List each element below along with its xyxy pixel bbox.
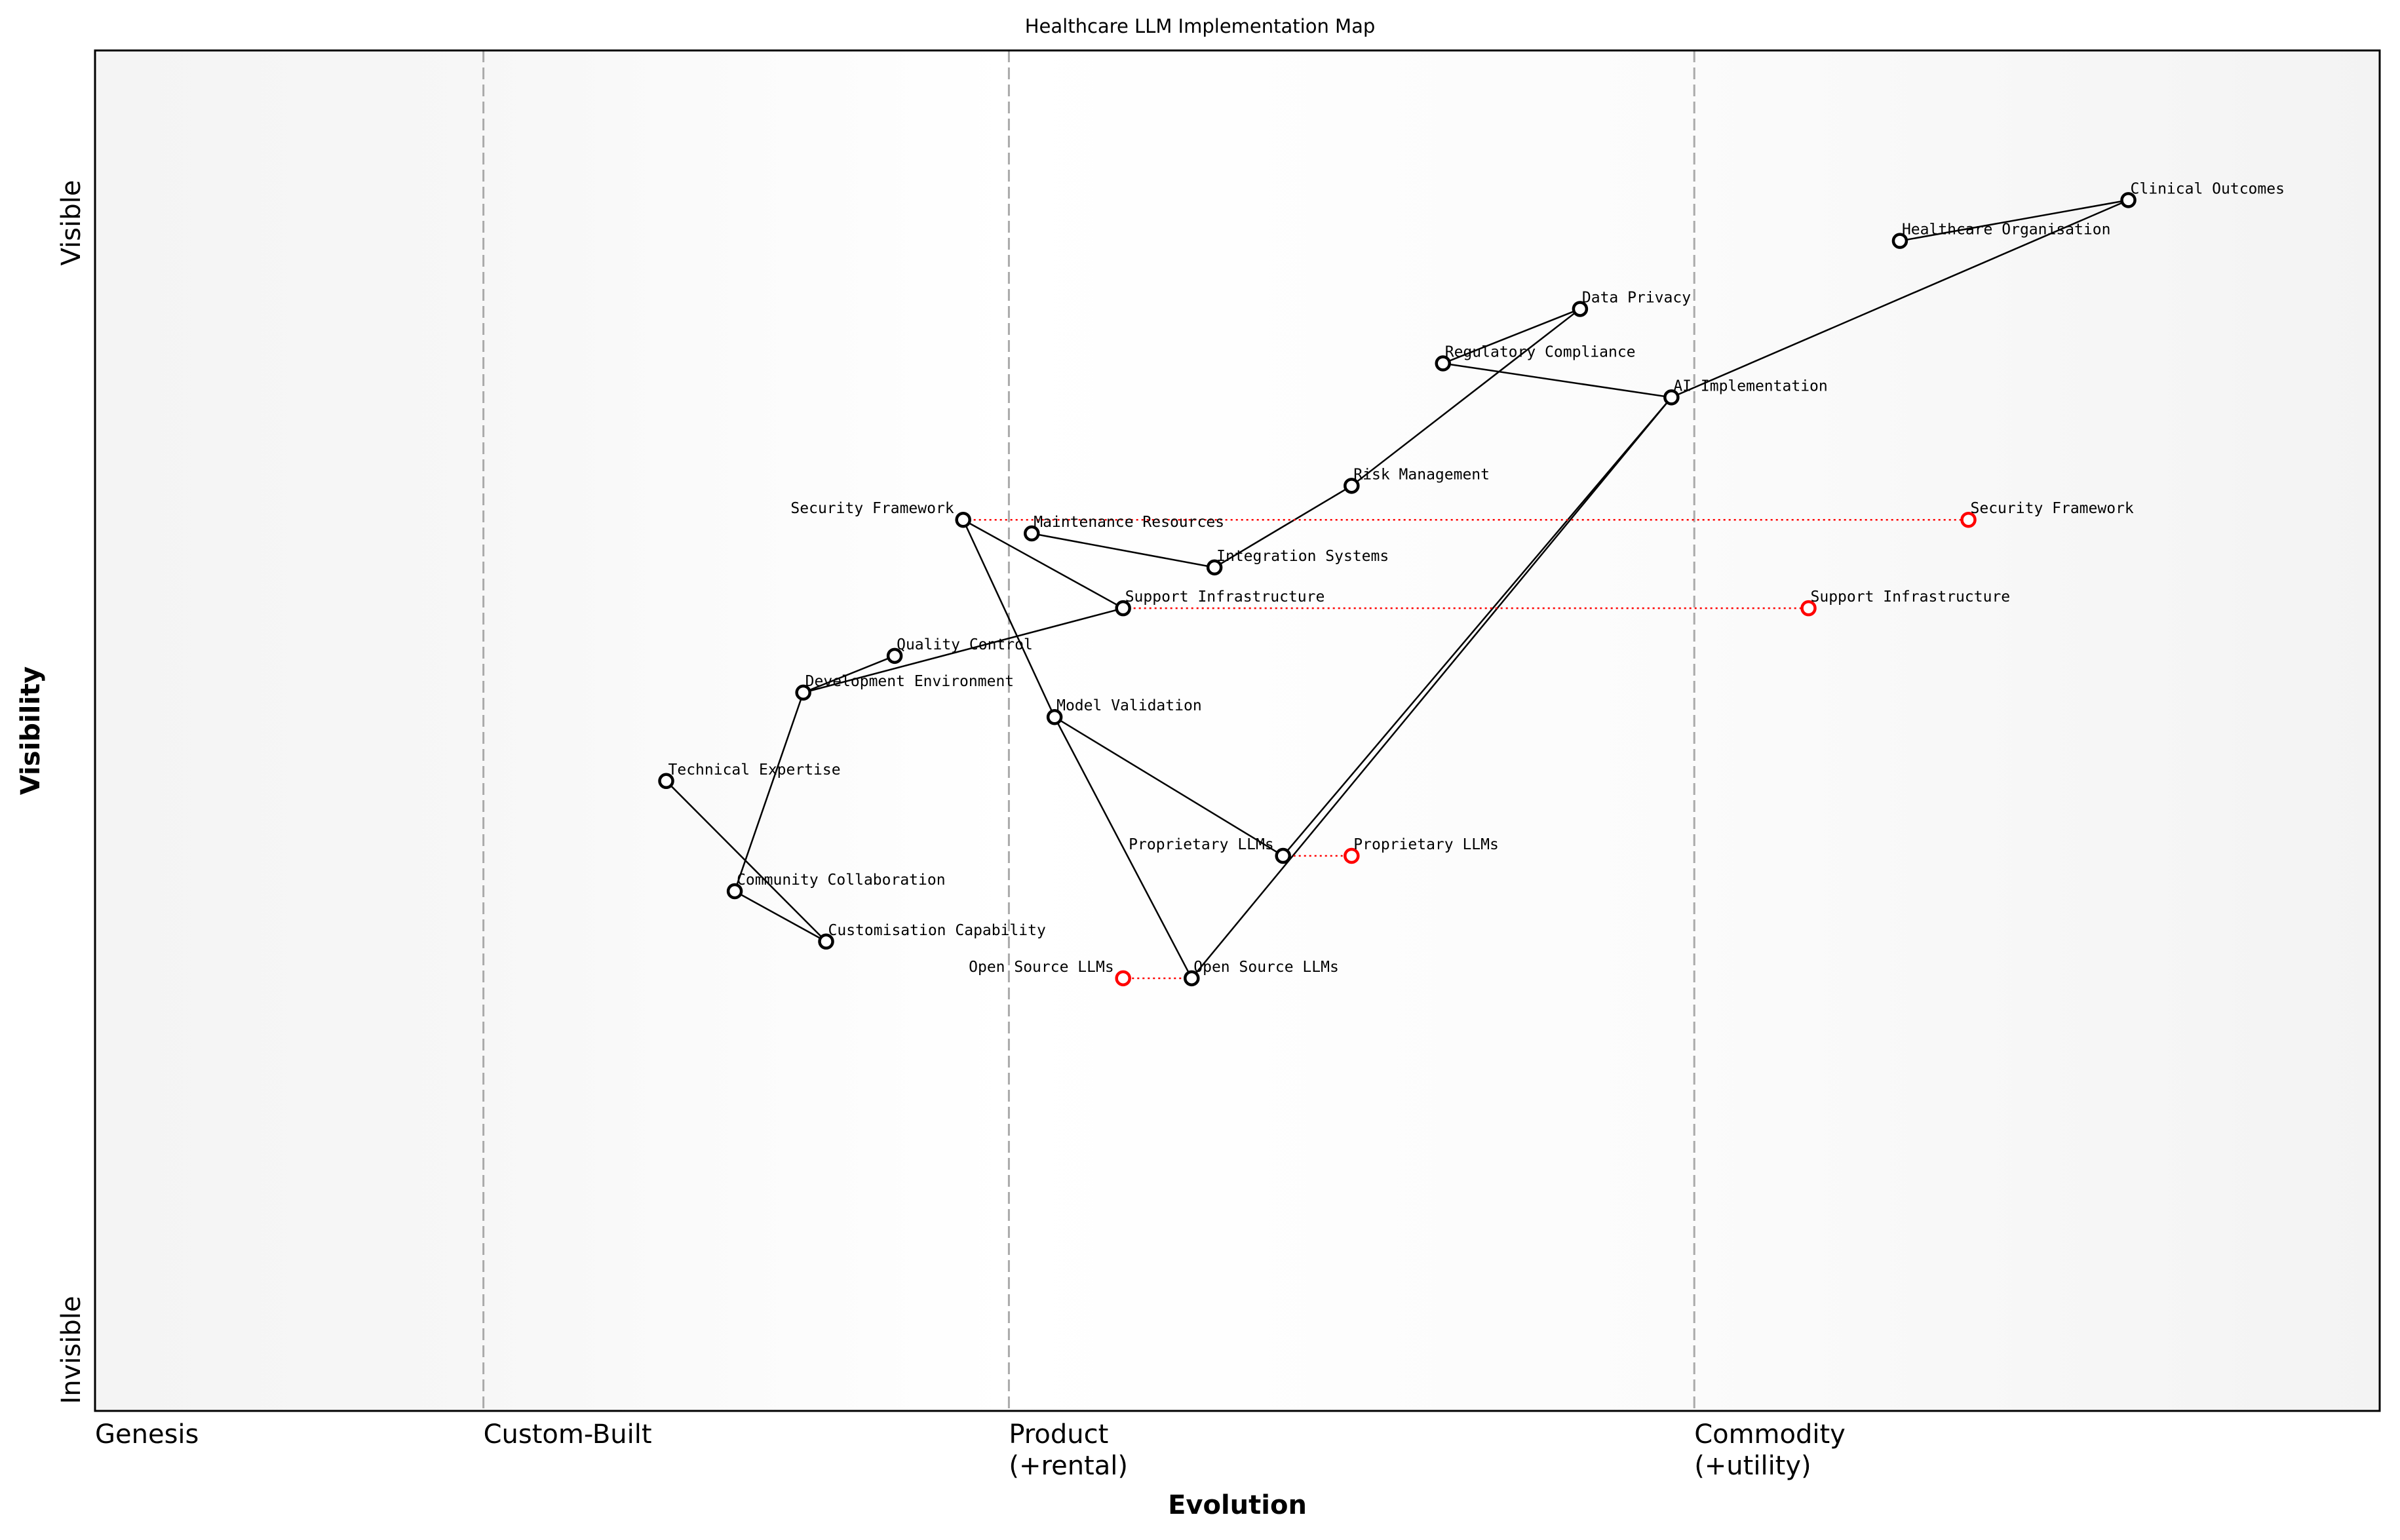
dependency-link xyxy=(1054,716,1193,979)
dependency-link xyxy=(963,519,1124,609)
x-axis-label: Evolution xyxy=(1168,1490,1307,1520)
component-marker xyxy=(658,773,674,790)
dependency-link xyxy=(1032,532,1215,569)
component-marker xyxy=(1115,600,1131,617)
component-marker xyxy=(1024,525,1040,542)
component-label: Integration Systems xyxy=(1216,548,1389,565)
component-label: AI Implementation xyxy=(1673,377,1827,395)
component-label: Development Environment xyxy=(805,673,1015,690)
dependency-link xyxy=(1442,362,1672,398)
evolved-component-label: Security Framework xyxy=(1971,500,2134,517)
component-marker xyxy=(886,647,903,664)
dependency-link xyxy=(962,519,1056,718)
plot-background xyxy=(95,50,2380,1411)
component-marker xyxy=(1275,847,1291,864)
component-label: Data Privacy xyxy=(1582,289,1691,306)
component-marker xyxy=(2120,192,2137,208)
evolved-component-label: Proprietary LLMs xyxy=(1353,836,1499,853)
evolved-component-marker xyxy=(1800,600,1817,617)
component-label: Healthcare Organisation xyxy=(1902,221,2111,239)
dependency-link xyxy=(665,780,827,942)
component-label: Community Collaboration xyxy=(737,872,946,889)
dependency-link xyxy=(803,655,895,694)
component-marker xyxy=(818,933,834,950)
dependency-link xyxy=(1214,485,1352,568)
component-label: Risk Management xyxy=(1353,466,1490,483)
component-marker xyxy=(1046,708,1063,725)
component-label: Security Framework xyxy=(790,500,954,517)
x-tick-label-sub: (+utility) xyxy=(1694,1451,1811,1481)
component-label: Technical Expertise xyxy=(668,761,841,779)
x-tick-label: Genesis xyxy=(95,1419,199,1450)
component-label: Maintenance Resources xyxy=(1034,514,1224,531)
dependency-link xyxy=(1282,396,1673,857)
dependency-link xyxy=(1671,199,2129,398)
component-marker xyxy=(1891,233,1908,249)
dependency-link xyxy=(1351,308,1581,487)
component-marker xyxy=(1184,970,1200,987)
dependency-link xyxy=(1191,396,1673,979)
evolved-component-marker xyxy=(1115,970,1131,987)
evolved-component-label: Support Infrastructure xyxy=(1811,588,2011,606)
component-marker xyxy=(1572,301,1589,317)
dependency-link xyxy=(1899,199,2129,242)
component-label: Proprietary LLMs xyxy=(1129,836,1274,853)
component-label: Regulatory Compliance xyxy=(1445,343,1636,360)
evolved-component-marker xyxy=(1960,511,1977,528)
x-tick-label: Custom-Built xyxy=(484,1419,652,1450)
component-marker xyxy=(1344,478,1360,494)
x-tick-label: Product xyxy=(1009,1419,1108,1450)
component-label: Clinical Outcomes xyxy=(2131,180,2285,197)
component-label: Customisation Capability xyxy=(828,922,1046,939)
dependency-link xyxy=(1442,308,1581,364)
dependency-link xyxy=(803,607,1124,694)
component-marker xyxy=(726,883,743,900)
dependency-link xyxy=(1054,716,1284,857)
evolved-component-label: Open Source LLMs xyxy=(969,959,1114,976)
component-label: Quality Control xyxy=(897,636,1033,653)
chart-title: Healthcare LLM Implementation Map xyxy=(1025,15,1376,37)
dependency-link xyxy=(733,692,804,892)
y-axis-bottom-label: Invisible xyxy=(56,1296,87,1404)
component-marker xyxy=(1206,559,1223,576)
component-marker xyxy=(1435,355,1451,372)
component-marker xyxy=(955,511,971,528)
y-axis-top-label: Visible xyxy=(56,180,87,266)
dependency-link xyxy=(734,890,827,942)
y-axis-label: Visibility xyxy=(16,666,46,795)
plot-frame xyxy=(94,49,2381,1412)
component-label: Open Source LLMs xyxy=(1193,959,1339,976)
component-label: Support Infrastructure xyxy=(1125,588,1325,606)
x-tick-label: Commodity xyxy=(1694,1419,1846,1450)
component-marker xyxy=(1663,389,1680,406)
x-tick-label-sub: (+rental) xyxy=(1009,1451,1128,1481)
component-marker xyxy=(795,684,811,701)
component-label: Model Validation xyxy=(1056,697,1202,714)
evolved-component-marker xyxy=(1344,847,1360,864)
